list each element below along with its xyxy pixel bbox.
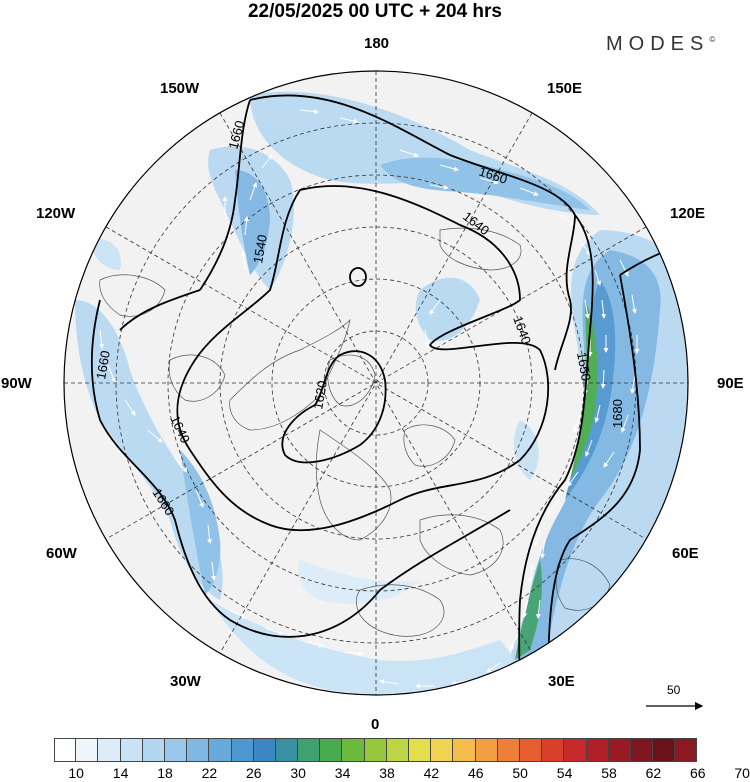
colorbar-swatch [564,738,587,762]
contour-label: 1660 [93,349,113,380]
colorbar-tick-label: 58 [601,765,617,781]
colorbar-swatch [431,738,454,762]
colorbar-tick-label: 18 [157,765,173,781]
colorbar-swatch [630,738,654,762]
colorbar-swatch [187,738,210,762]
colorbar-swatch [608,738,631,762]
lon-label-150e: 150E [547,80,583,97]
colorbar-swatch [275,738,299,762]
colorbar-swatch [453,738,476,762]
colorbar-swatch [409,738,432,762]
colorbar-tick-labels: 10 14 18 22 26 30 34 38 42 46 50 54 58 62 66 70 [54,765,750,782]
map-field: 1660 1660 1640 1540 1660 1640 1620 1640 … [64,71,688,695]
lon-label-0: 0 [371,716,380,733]
lon-label-60e: 60E [672,545,699,562]
colorbar-tick-label: 42 [423,765,440,781]
map-boundary [63,70,689,696]
colorbar-tick-label: 34 [334,765,351,781]
brand-text: MODES [606,33,710,55]
colorbar-tick-label: 70 [734,765,750,781]
height-contours [90,94,688,691]
colorbar-swatch [98,738,121,762]
colorbar-swatch [675,738,698,762]
contour-label: 1680 [610,399,625,428]
colorbar-swatch [475,738,498,762]
colorbar-swatch [253,738,276,762]
colorbar-swatch [519,738,543,762]
colorbar-tick-label: 10 [68,765,84,781]
colorbar-swatch [54,738,77,762]
colorbar-swatch [142,738,165,762]
reference-vector-arrow [646,701,704,711]
colorbar-swatch [164,738,188,762]
copyright-mark: © [709,35,716,44]
colorbar-tick-label: 50 [512,765,528,781]
colorbar-tick-label: 30 [290,765,306,781]
lon-label-30w: 30W [170,673,201,690]
colorbar-swatch [120,738,143,762]
colorbar-tick-label: 54 [556,765,573,781]
colorbar-tick-label: 14 [112,765,129,781]
lon-label-90w: 90W [1,375,32,392]
colorbar-swatch [231,738,254,762]
colorbar-swatch [386,738,409,762]
lon-label-150w: 150W [160,80,200,97]
vector-scale-label: 50 [667,683,681,697]
colorbar-swatch [298,738,321,762]
contour-label: 1650 [574,351,594,382]
colorbar-swatch [342,738,365,762]
contour-label-group: 1660 1660 1640 1540 1660 1640 1620 1640 … [93,119,625,518]
wind-speed-colorbar [54,738,698,764]
lon-label-30e: 30E [548,673,575,690]
lon-label-120w: 120W [36,205,76,222]
contour-label: 1660 [225,119,247,151]
colorbar-tick-label: 66 [690,765,706,781]
contour-label: 1540 [250,233,270,264]
colorbar-tick-label: 46 [468,765,484,781]
colorbar-swatch [586,738,609,762]
contour-label: 1620 [310,379,330,410]
lon-label-120e: 120E [670,205,706,222]
colorbar-swatch [209,738,232,762]
map-title: 22/05/2025 00 UTC + 204 hrs [247,1,503,22]
colorbar-tick-label: 26 [246,765,262,781]
colorbar-tick-label: 22 [201,765,218,781]
lon-label-90e: 90E [717,375,744,392]
colorbar-swatch [76,738,99,762]
modes-logo: MODES© [606,33,715,56]
colorbar-swatch [497,738,520,762]
colorbar-tick-label: 38 [379,765,395,781]
lon-label-60w: 60W [46,545,77,562]
colorbar-swatch [542,738,565,762]
colorbar-swatch [364,738,387,762]
lon-label-180: 180 [364,35,390,52]
wind-vectors [99,109,640,689]
colorbar-swatch [653,738,676,762]
colorbar-tick-label: 62 [645,765,662,781]
colorbar-swatch [320,738,343,762]
